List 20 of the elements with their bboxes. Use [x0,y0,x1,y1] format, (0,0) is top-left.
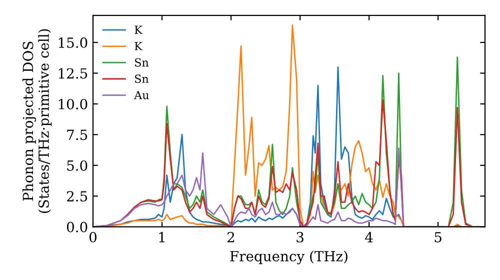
x-tick-label: 2 [228,232,234,242]
x-tick-label: 3 [296,232,304,242]
x-tick-label: 0 [89,232,96,242]
y-tick-label: 10.0 [58,98,88,110]
x-tick-label: 4 [365,232,373,242]
legend-label: K [134,26,143,34]
legend-label: Sn [135,58,149,67]
legend-label: Au [134,90,149,100]
y-tick-label: 5.0 [67,160,88,171]
y-tick-label: 2.5 [66,191,88,202]
y-axis-title: Phonon projected DOS (States/THz·primitive cell) [22,29,52,213]
y-tick-label: 0.0 [66,222,88,232]
legend-label: K [134,42,143,50]
y-tick-label: 12.5 [58,68,88,79]
x-tick-label: 1 [159,232,164,242]
legend-label: Sn [135,74,149,83]
x-tick-label: 5 [434,232,442,242]
y-tick-label: 15.0 [58,37,88,48]
x-axis-title: Frequency (THz) [230,250,348,264]
y-tick-label: 7.5 [67,130,88,140]
